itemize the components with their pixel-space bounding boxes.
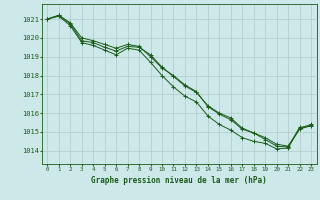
X-axis label: Graphe pression niveau de la mer (hPa): Graphe pression niveau de la mer (hPa) <box>91 176 267 185</box>
